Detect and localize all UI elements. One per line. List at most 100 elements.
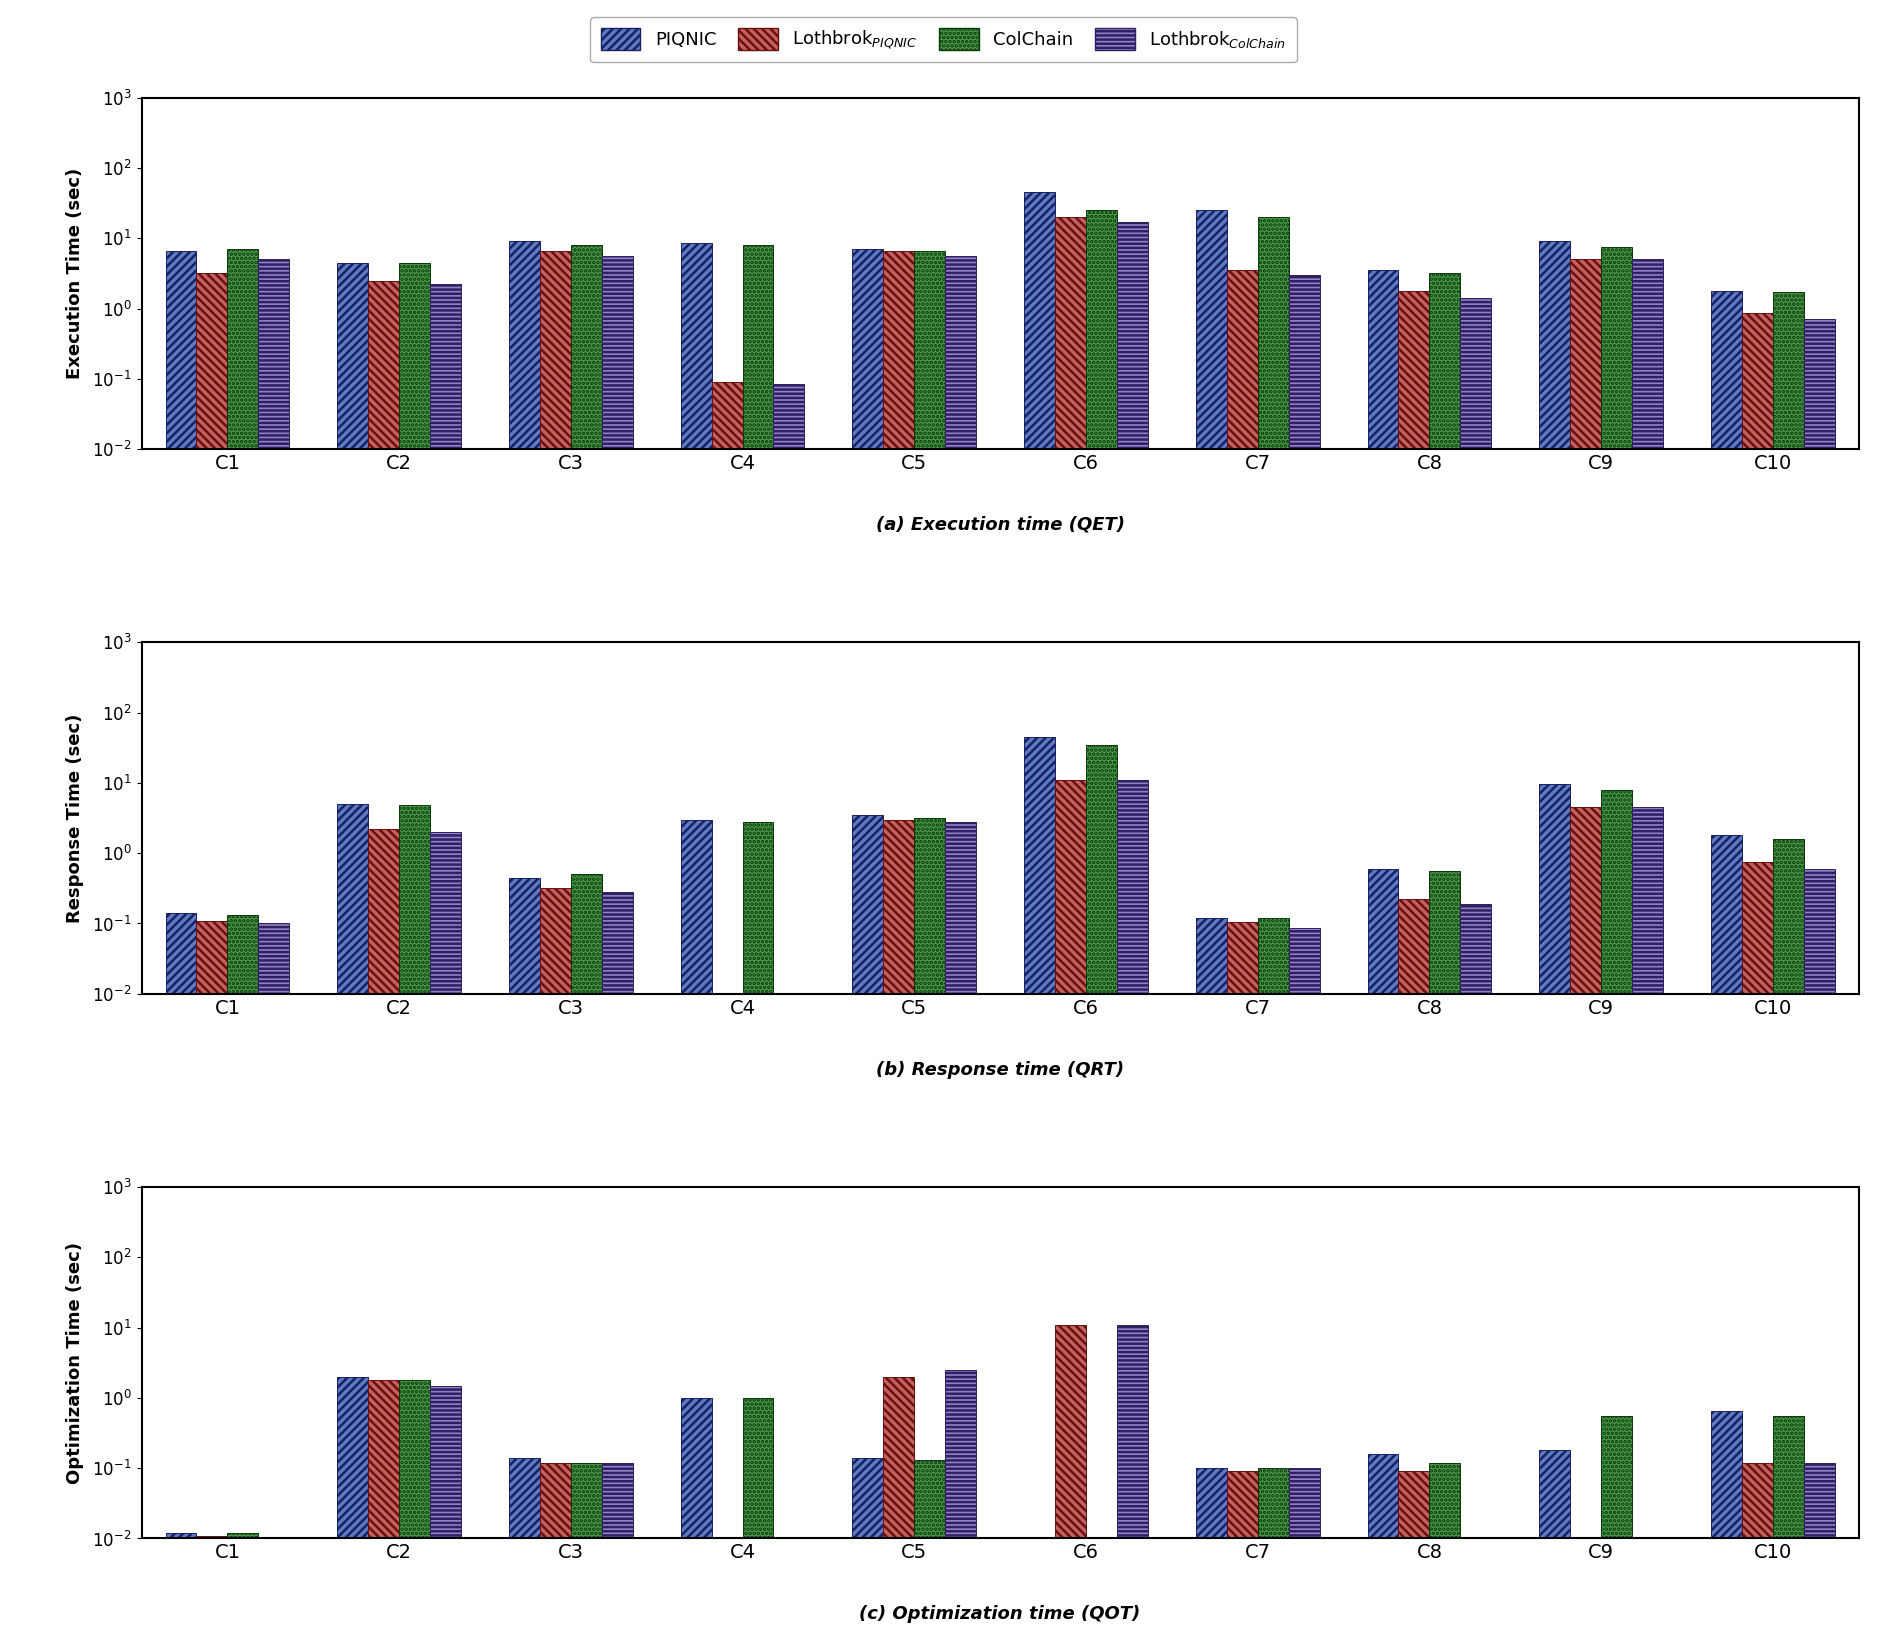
Bar <box>1570 807 1600 1628</box>
Legend: PIQNIC, Lothbrok$_{PIQNIC}$, ColChain, Lothbrok$_{ColChain}$: PIQNIC, Lothbrok$_{PIQNIC}$, ColChain, L… <box>591 18 1296 62</box>
Bar <box>774 384 804 1628</box>
Bar <box>853 1459 883 1628</box>
Bar <box>1398 290 1428 1628</box>
Bar <box>743 246 774 1628</box>
Bar <box>259 923 289 1628</box>
Bar <box>430 1385 460 1628</box>
Bar <box>1712 835 1742 1628</box>
Bar <box>338 262 368 1628</box>
Bar <box>853 249 883 1628</box>
Bar <box>1632 807 1662 1628</box>
Bar <box>1632 259 1662 1628</box>
Bar <box>430 285 460 1628</box>
Y-axis label: Execution Time (sec): Execution Time (sec) <box>66 168 85 379</box>
Bar <box>1774 293 1804 1628</box>
Bar <box>400 262 430 1628</box>
Bar <box>1196 1468 1227 1628</box>
Bar <box>1600 790 1632 1628</box>
Bar <box>1117 780 1147 1628</box>
Bar <box>681 243 711 1628</box>
Bar <box>1055 217 1087 1628</box>
Bar <box>196 920 228 1628</box>
Bar <box>1712 290 1742 1628</box>
Bar <box>1196 210 1227 1628</box>
Bar <box>913 1460 945 1628</box>
Bar <box>1289 928 1319 1628</box>
Bar <box>1289 275 1319 1628</box>
Bar <box>540 1462 570 1628</box>
Bar <box>430 832 460 1628</box>
Bar <box>883 251 913 1628</box>
Bar <box>1461 298 1491 1628</box>
Bar <box>540 887 570 1628</box>
Bar <box>883 819 913 1628</box>
Bar <box>913 817 945 1628</box>
Bar <box>540 251 570 1628</box>
Bar <box>338 804 368 1628</box>
Bar <box>228 1534 259 1628</box>
Y-axis label: Optimization Time (sec): Optimization Time (sec) <box>66 1242 85 1483</box>
Bar <box>1570 259 1600 1628</box>
Text: (c) Optimization time (QOT): (c) Optimization time (QOT) <box>859 1605 1142 1623</box>
Bar <box>945 257 976 1628</box>
Bar <box>1289 1468 1319 1628</box>
Bar <box>166 1534 196 1628</box>
Bar <box>1804 1462 1834 1628</box>
Bar <box>1087 210 1117 1628</box>
Bar <box>570 246 602 1628</box>
Bar <box>1025 192 1055 1628</box>
Bar <box>1087 744 1117 1628</box>
Bar <box>1540 1451 1570 1628</box>
Bar <box>1804 319 1834 1628</box>
Bar <box>1428 274 1461 1628</box>
Bar <box>1398 899 1428 1628</box>
Bar <box>1368 1454 1398 1628</box>
Bar <box>681 819 711 1628</box>
Bar <box>1368 869 1398 1628</box>
Bar <box>259 259 289 1628</box>
Bar <box>1712 1411 1742 1628</box>
Bar <box>602 892 632 1628</box>
Bar <box>1540 785 1570 1628</box>
Bar <box>681 1398 711 1628</box>
Bar <box>368 280 400 1628</box>
Bar <box>1774 1416 1804 1628</box>
Bar <box>1398 1472 1428 1628</box>
Bar <box>1774 838 1804 1628</box>
Bar <box>1368 270 1398 1628</box>
Bar <box>1055 780 1087 1628</box>
Bar <box>196 1535 228 1628</box>
Bar <box>1117 221 1147 1628</box>
Bar <box>1540 241 1570 1628</box>
Bar <box>1117 1325 1147 1628</box>
Bar <box>166 251 196 1628</box>
Bar <box>1428 871 1461 1628</box>
Bar <box>602 257 632 1628</box>
Bar <box>1428 1462 1461 1628</box>
Bar <box>1600 1416 1632 1628</box>
Bar <box>509 1459 540 1628</box>
Bar <box>1227 270 1257 1628</box>
Bar <box>945 1369 976 1628</box>
Bar <box>1257 217 1289 1628</box>
Bar <box>1025 737 1055 1628</box>
Bar <box>913 251 945 1628</box>
Bar <box>400 1381 430 1628</box>
Y-axis label: Response Time (sec): Response Time (sec) <box>66 713 85 923</box>
Bar <box>743 1398 774 1628</box>
Bar <box>1461 904 1491 1628</box>
Bar <box>1804 869 1834 1628</box>
Bar <box>1742 861 1774 1628</box>
Bar <box>1257 918 1289 1628</box>
Bar <box>570 1462 602 1628</box>
Bar <box>1196 918 1227 1628</box>
Bar <box>602 1462 632 1628</box>
Bar <box>196 274 228 1628</box>
Bar <box>1600 247 1632 1628</box>
Bar <box>1055 1325 1087 1628</box>
Bar <box>1742 1462 1774 1628</box>
Bar <box>743 822 774 1628</box>
Text: (a) Execution time (QET): (a) Execution time (QET) <box>876 516 1125 534</box>
Bar <box>1227 921 1257 1628</box>
Bar <box>228 915 259 1628</box>
